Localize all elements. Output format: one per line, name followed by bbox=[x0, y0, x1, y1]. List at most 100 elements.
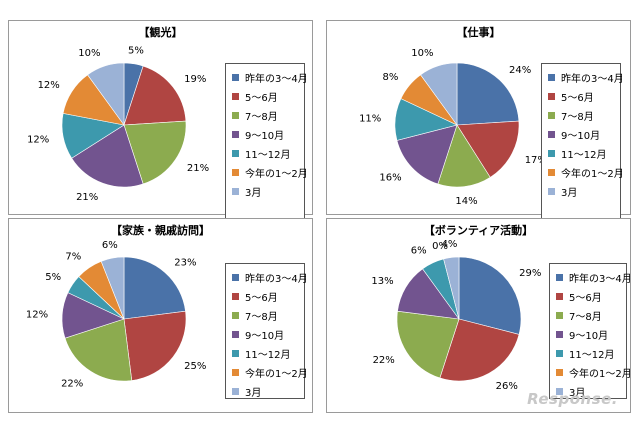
legend-swatch bbox=[556, 369, 563, 376]
slice-value-label: 8% bbox=[383, 72, 399, 83]
legend-swatch bbox=[232, 131, 239, 138]
pie-chart: 24% 17% 14% 16% 11% 8% 10% bbox=[359, 48, 547, 207]
pie-slice bbox=[71, 124, 144, 188]
pie-slice bbox=[123, 310, 187, 381]
legend-item: 11～12月 bbox=[556, 344, 620, 363]
pie-slice bbox=[123, 65, 187, 126]
pie-chart: 5% 19% 21% 21% 12% 12% 10% bbox=[27, 45, 209, 203]
legend-label: 昨年の3～4月 bbox=[245, 274, 308, 285]
legend-label: 7～8月 bbox=[569, 312, 602, 323]
legend-label: 9～10月 bbox=[245, 131, 285, 142]
pie-slice bbox=[437, 124, 491, 188]
legend-item: 11～12月 bbox=[232, 144, 298, 163]
chart-legend: 昨年の3～4月 5～6月 7～8月 9～10月 11～12月 今年の1～2月 3月 bbox=[549, 263, 632, 401]
legend-swatch bbox=[548, 93, 555, 100]
pie-slice bbox=[87, 62, 125, 126]
slice-value-label: 25% bbox=[184, 361, 206, 372]
legend-label: 11～12月 bbox=[245, 350, 291, 361]
legend-item: 7～8月 bbox=[548, 106, 614, 125]
legend-label: 3月 bbox=[245, 188, 262, 199]
legend-swatch bbox=[232, 350, 239, 357]
pie-slice bbox=[456, 120, 520, 178]
chart-title: 【仕事】 bbox=[456, 26, 501, 39]
chart-title: 【観光】 bbox=[138, 26, 183, 39]
legend-label: 今年の1～2月 bbox=[569, 369, 632, 380]
slice-value-label: 5% bbox=[128, 45, 144, 56]
legend-swatch bbox=[548, 74, 555, 81]
slice-value-label: 29% bbox=[519, 268, 541, 279]
slice-value-label: 12% bbox=[26, 310, 48, 321]
chart-legend: 昨年の3～4月 5～6月 7～8月 9～10月 11～12月今年の1～2月 3月 bbox=[225, 263, 308, 399]
legend-item: 3月 bbox=[232, 182, 298, 201]
legend-item: 9～10月 bbox=[232, 125, 298, 144]
legend-swatch bbox=[556, 312, 563, 319]
legend-swatch bbox=[232, 93, 239, 100]
legend-swatch bbox=[556, 331, 563, 338]
chart-title: 【ボランティア活動】 bbox=[423, 224, 534, 237]
legend-item: 7～8月 bbox=[232, 306, 298, 325]
legend-item: 11～12月 bbox=[232, 344, 298, 363]
legend-swatch bbox=[232, 112, 239, 119]
legend-label: 昨年の3～4月 bbox=[561, 74, 624, 85]
legend-item: 3月 bbox=[556, 382, 620, 401]
legend-swatch bbox=[548, 131, 555, 138]
legend-item: 昨年の3～4月 bbox=[232, 68, 308, 87]
slice-value-label: 12% bbox=[38, 80, 60, 91]
legend-label: 11～12月 bbox=[561, 150, 607, 161]
legend-item: 今年の1～2月 bbox=[232, 363, 308, 382]
slice-value-label: 24% bbox=[509, 65, 531, 76]
legend-item: 昨年の3～4月 bbox=[232, 268, 308, 287]
legend-label: 3月 bbox=[245, 388, 262, 399]
legend-swatch bbox=[232, 293, 239, 300]
slice-value-label: 26% bbox=[496, 381, 518, 392]
legend-swatch bbox=[548, 169, 555, 176]
chart-legend: 昨年の3～4月 5～6月 7～8月 9～10月 11～12月 今年の1～2月 3月 bbox=[225, 63, 308, 223]
legend-swatch bbox=[232, 169, 239, 176]
chart-panel-1: 【観光】 5% 19% 21% 21% 12% 12% 10% 昨年の3～4月 5～6月 7～8月 9… bbox=[8, 20, 313, 223]
slice-value-label: 10% bbox=[78, 48, 100, 59]
legend-swatch bbox=[556, 388, 563, 395]
slice-value-label: 10% bbox=[411, 48, 433, 59]
legend-label: 7～8月 bbox=[245, 312, 278, 323]
legend-label: 今年の1～2月 bbox=[245, 369, 308, 380]
legend-swatch bbox=[556, 274, 563, 281]
legend-label: 9～10月 bbox=[569, 331, 609, 342]
legend-swatch bbox=[548, 112, 555, 119]
slice-value-label: 22% bbox=[373, 355, 395, 366]
slice-value-label: 7% bbox=[65, 252, 81, 263]
legend-swatch bbox=[232, 274, 239, 281]
legend-swatch bbox=[232, 188, 239, 195]
legend-item: 3月 bbox=[548, 182, 614, 201]
slice-value-label: 23% bbox=[174, 258, 196, 269]
legend-label: 5～6月 bbox=[245, 293, 278, 304]
legend-item: 9～10月 bbox=[548, 125, 614, 144]
legend-label: 今年の1～2月 bbox=[245, 169, 308, 180]
pie-slice bbox=[443, 256, 460, 320]
legend-swatch bbox=[556, 293, 563, 300]
slice-value-label: 17% bbox=[525, 155, 547, 166]
slice-value-label: 6% bbox=[411, 246, 427, 257]
chart-panel-2: 【仕事】 24% 17% 14% 16% 11% 8% 10% 昨年の3～4月 5～6月 7～8月 9… bbox=[326, 20, 631, 223]
legend-label: 9～10月 bbox=[245, 331, 285, 342]
legend-label: 7～8月 bbox=[561, 112, 594, 123]
slice-value-label: 12% bbox=[27, 135, 49, 146]
chart-panel-4: 【ボランティア活動】 29% 26% 22% 13% 6% 0% 4% 昨年の3～4月 5～6月 7… bbox=[326, 218, 632, 413]
slice-value-label: 21% bbox=[76, 192, 98, 203]
slice-value-label: 14% bbox=[455, 196, 477, 207]
legend-swatch bbox=[232, 331, 239, 338]
legend-swatch bbox=[548, 188, 555, 195]
legend-swatch bbox=[232, 150, 239, 157]
legend-label: 9～10月 bbox=[561, 131, 601, 142]
legend-swatch bbox=[232, 388, 239, 395]
legend-item: 5～6月 bbox=[232, 287, 298, 306]
slice-value-label: 19% bbox=[184, 74, 206, 85]
legend-item: 9～10月 bbox=[232, 325, 298, 344]
slice-value-label: 16% bbox=[379, 173, 401, 184]
pie-slice bbox=[420, 62, 458, 126]
slice-value-label: 4% bbox=[442, 239, 458, 250]
pie-slice bbox=[396, 124, 458, 185]
legend-item: 今年の1～2月 bbox=[548, 163, 624, 182]
pie-chart: 29% 26% 22% 13% 6% 0%4% bbox=[371, 239, 541, 392]
legend-item: 7～8月 bbox=[556, 306, 620, 325]
legend-item: 5～6月 bbox=[548, 87, 614, 106]
